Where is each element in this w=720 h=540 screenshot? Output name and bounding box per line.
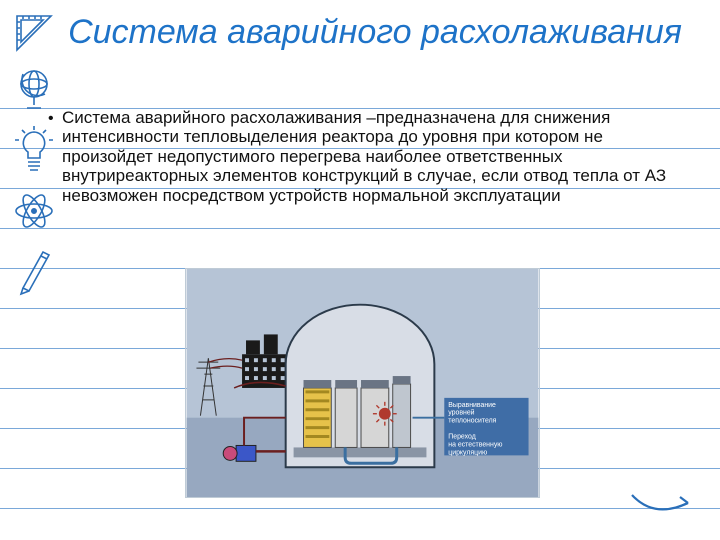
ruler-triangle-icon — [13, 12, 55, 54]
svg-text:Выравнивание: Выравнивание — [448, 402, 496, 409]
globe-icon — [13, 66, 55, 114]
bullet-icon: • — [48, 110, 54, 128]
svg-text:теплоносителя: теплоносителя — [448, 418, 496, 425]
atom-icon — [13, 190, 55, 232]
svg-text:на естественную: на естественную — [448, 441, 502, 448]
svg-text:уровней: уровней — [448, 409, 474, 417]
sidebar-icons — [10, 12, 58, 296]
lightbulb-icon — [13, 126, 55, 178]
svg-text:Переход: Переход — [448, 434, 475, 441]
next-arrow-icon — [628, 489, 698, 526]
pencil-icon — [13, 244, 55, 296]
svg-text:циркуляцию: циркуляцию — [448, 449, 487, 456]
reactor-diagram: Выравниваниеуровнейтеплоносителя Переходн… — [185, 268, 540, 498]
body-paragraph: • Система аварийного расхолаживания –пре… — [62, 108, 690, 205]
body-text-content: Система аварийного расхолаживания –предн… — [62, 108, 666, 205]
page-title: Система аварийного расхолаживания — [60, 14, 690, 51]
